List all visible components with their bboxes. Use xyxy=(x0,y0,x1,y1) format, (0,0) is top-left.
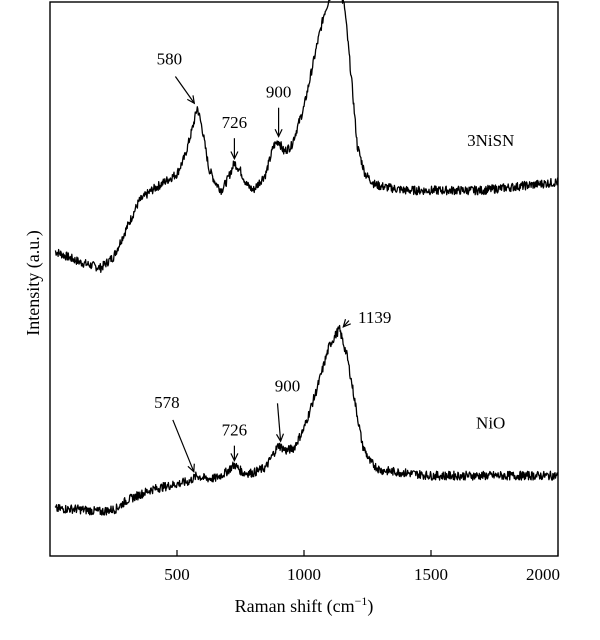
annotation-arrowhead xyxy=(187,95,196,105)
peak-label: 900 xyxy=(275,376,301,395)
x-tick-label-1500: 1500 xyxy=(414,565,448,584)
peak-annotation-nio-1139: 1139 xyxy=(342,308,391,328)
annotation-arrow-line xyxy=(276,403,282,442)
annotation-arrowhead xyxy=(230,453,239,462)
peak-label: 1139 xyxy=(358,308,391,327)
y-axis-title: Intensity (a.u.) xyxy=(23,230,44,335)
annotation-arrowhead xyxy=(274,129,283,138)
x-tick-label-1000: 1000 xyxy=(287,565,321,584)
peak-label: 580 xyxy=(157,49,183,68)
series-label-3nisn: 3NiSN xyxy=(467,131,514,150)
series-label-nio: NiO xyxy=(476,414,505,433)
annotation-arrowhead xyxy=(230,151,239,161)
series-line-nio xyxy=(54,324,559,516)
x-axis-ticks xyxy=(176,550,559,556)
peak-annotation-nio-900: 900 xyxy=(275,376,301,443)
peak-label: 726 xyxy=(222,421,248,440)
peak-label: 900 xyxy=(266,83,292,102)
annotation-arrowhead xyxy=(342,319,351,328)
peak-annotations: 11355807269001139578726900 xyxy=(154,49,391,473)
peak-annotation-3nisn-580: 580 xyxy=(157,49,196,105)
x-axis-tick-labels: 500 1000 1500 2000 xyxy=(164,565,560,584)
x-tick-label-500: 500 xyxy=(164,565,190,584)
annotation-arrowhead xyxy=(275,433,285,443)
series-line-3nisn xyxy=(54,0,559,273)
peak-label: 578 xyxy=(154,393,180,412)
annotation-arrowhead xyxy=(187,463,195,473)
series-labels: 3NiSN NiO xyxy=(467,131,514,433)
peak-annotation-nio-726: 726 xyxy=(222,421,248,462)
peak-annotation-3nisn-726: 726 xyxy=(222,113,248,161)
peak-annotation-3nisn-900: 900 xyxy=(266,83,292,138)
annotation-arrow-line xyxy=(342,320,350,328)
spectra-traces xyxy=(54,0,559,516)
peak-annotation-nio-578: 578 xyxy=(154,393,195,473)
x-axis-title: Raman shift (cm−1) xyxy=(235,594,374,617)
peak-label: 726 xyxy=(222,113,248,132)
annotation-arrow-line xyxy=(172,419,195,472)
x-tick-label-2000: 2000 xyxy=(526,565,560,584)
annotation-arrow-line xyxy=(174,76,195,104)
